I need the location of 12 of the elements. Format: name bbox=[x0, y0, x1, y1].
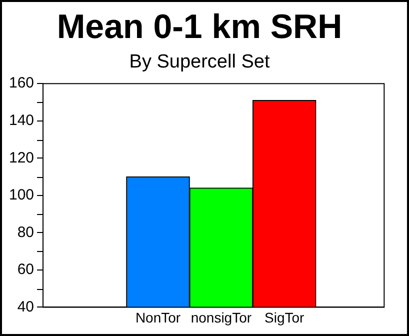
y-tick-label: 80 bbox=[17, 224, 34, 241]
y-tick-label: 60 bbox=[17, 261, 34, 278]
y-tick-label: 120 bbox=[8, 149, 34, 166]
chart-title: Mean 0-1 km SRH bbox=[56, 8, 342, 46]
x-tick-label: nonsigTor bbox=[190, 309, 252, 326]
y-tick-label: 160 bbox=[8, 74, 34, 92]
y-tick-label: 140 bbox=[8, 112, 34, 130]
x-tick-label: NonTor bbox=[135, 309, 181, 326]
y-tick-label: 40 bbox=[17, 298, 34, 316]
chart-subtitle: By Supercell Set bbox=[129, 51, 270, 72]
y-tick-label: 100 bbox=[8, 186, 34, 204]
x-tick-label: SigTor bbox=[264, 309, 305, 326]
